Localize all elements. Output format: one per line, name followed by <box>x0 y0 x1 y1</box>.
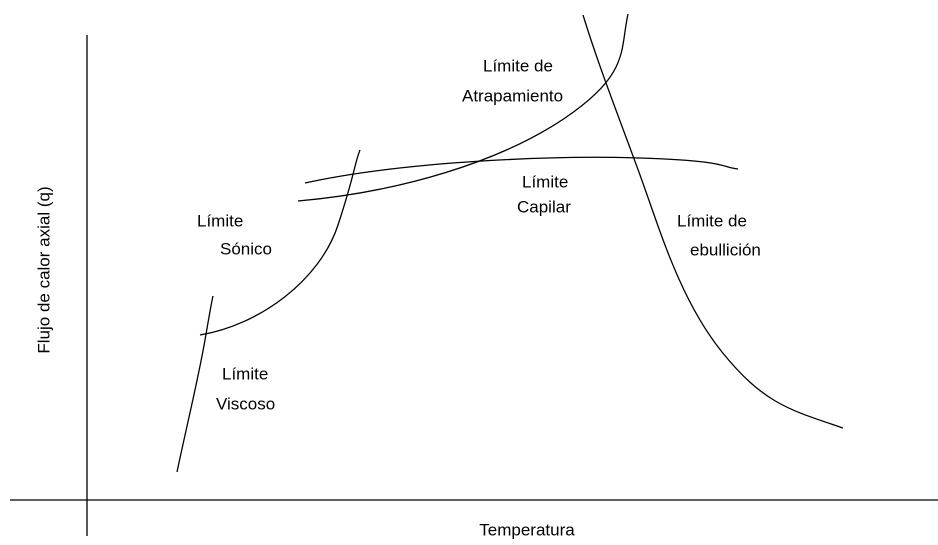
curve-label: Capilar <box>517 197 571 216</box>
capillary-limit-curve <box>304 156 739 184</box>
curve-label: Límite <box>522 172 568 191</box>
curve-label: Límite <box>197 211 243 230</box>
x-axis-label: Temperatura <box>479 520 575 539</box>
boiling-limit-curve <box>582 14 844 429</box>
entrainment-limit-curve <box>297 13 629 202</box>
sonic-limit-curve <box>199 149 361 336</box>
curve-label: Sónico <box>220 239 272 258</box>
curve-label: Límite de <box>677 211 747 230</box>
curve-label: ebullición <box>690 240 761 259</box>
viscous-limit-curve <box>176 295 214 473</box>
y-axis-label: Flujo de calor axial (q) <box>34 186 53 353</box>
curve-label: Límite de <box>483 56 553 75</box>
curve-label: Atrapamiento <box>462 86 563 105</box>
curve-label: Viscoso <box>216 394 275 413</box>
curve-label: Límite <box>222 364 268 383</box>
